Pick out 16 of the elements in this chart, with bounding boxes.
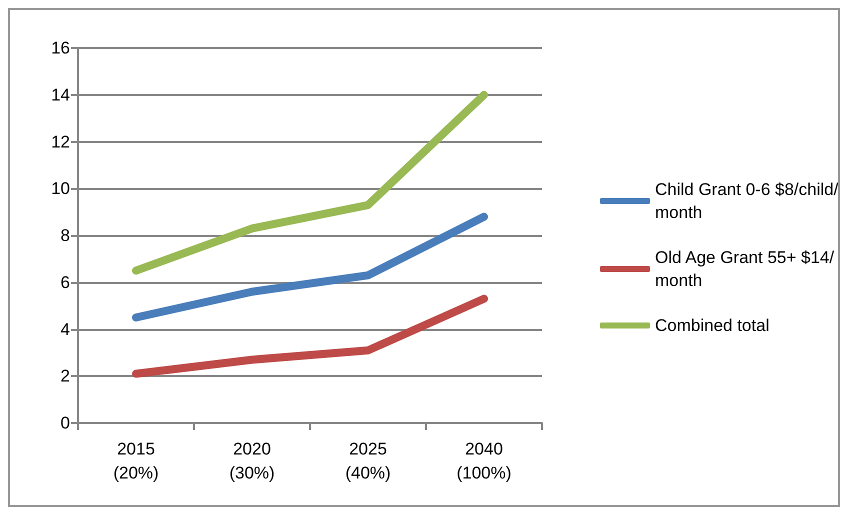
y-tick-label: 0 — [60, 414, 70, 432]
y-tick-label: 4 — [60, 320, 70, 339]
y-tick-label: 12 — [51, 132, 70, 152]
x-tick-label: 2015 (20%) — [113, 440, 159, 482]
x-tick-label: 2040 (100%) — [456, 440, 512, 482]
y-tick-label: 6 — [60, 272, 70, 292]
legend-label: Old Age Grant 55+ $14/month — [655, 248, 834, 290]
x-tick-label: 2025 (40%) — [345, 440, 391, 482]
x-tick-label: 2020 (30%) — [229, 440, 275, 482]
y-tick-label: 8 — [60, 226, 70, 245]
legend-label: Combined total — [655, 316, 770, 335]
y-tick-label: 16 — [51, 38, 70, 58]
y-tick-label: 14 — [51, 85, 70, 104]
y-tick-label: 10 — [51, 179, 70, 198]
legend-label: Child Grant 0-6 $8/child/month — [655, 180, 839, 222]
y-tick-label: 2 — [60, 366, 70, 386]
